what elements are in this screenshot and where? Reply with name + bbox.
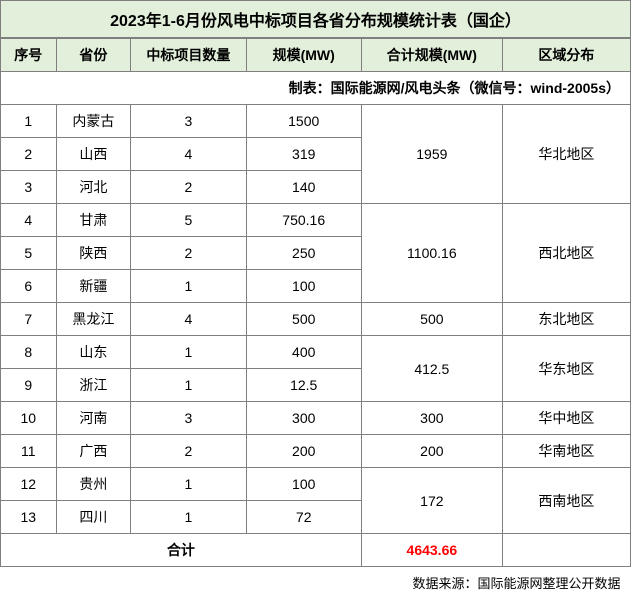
cell-scale: 300 bbox=[246, 402, 361, 435]
cell-scale: 200 bbox=[246, 435, 361, 468]
cell-scale: 1500 bbox=[246, 105, 361, 138]
cell-region: 华中地区 bbox=[502, 402, 630, 435]
cell-province: 黑龙江 bbox=[56, 303, 131, 336]
stats-table: 序号 省份 中标项目数量 规模(MW) 合计规模(MW) 区域分布 制表：国际能… bbox=[0, 38, 631, 598]
header-province: 省份 bbox=[56, 39, 131, 72]
cell-total-scale: 300 bbox=[361, 402, 502, 435]
cell-region: 东北地区 bbox=[502, 303, 630, 336]
header-total-scale: 合计规模(MW) bbox=[361, 39, 502, 72]
cell-scale: 140 bbox=[246, 171, 361, 204]
total-row: 合计4643.66 bbox=[1, 534, 631, 567]
cell-province: 山西 bbox=[56, 138, 131, 171]
cell-total-scale: 412.5 bbox=[361, 336, 502, 402]
cell-seq: 6 bbox=[1, 270, 57, 303]
cell-province: 河南 bbox=[56, 402, 131, 435]
cell-count: 3 bbox=[131, 105, 246, 138]
cell-seq: 11 bbox=[1, 435, 57, 468]
cell-total-scale: 1959 bbox=[361, 105, 502, 204]
cell-count: 4 bbox=[131, 138, 246, 171]
cell-count: 1 bbox=[131, 369, 246, 402]
table-row: 4甘肃5750.161100.16西北地区 bbox=[1, 204, 631, 237]
cell-scale: 100 bbox=[246, 468, 361, 501]
cell-seq: 4 bbox=[1, 204, 57, 237]
cell-province: 山东 bbox=[56, 336, 131, 369]
cell-scale: 250 bbox=[246, 237, 361, 270]
cell-region: 华北地区 bbox=[502, 105, 630, 204]
cell-seq: 2 bbox=[1, 138, 57, 171]
cell-seq: 13 bbox=[1, 501, 57, 534]
cell-count: 2 bbox=[131, 237, 246, 270]
table-row: 12贵州1100172西南地区 bbox=[1, 468, 631, 501]
cell-province: 新疆 bbox=[56, 270, 131, 303]
cell-scale: 500 bbox=[246, 303, 361, 336]
cell-province: 贵州 bbox=[56, 468, 131, 501]
cell-seq: 1 bbox=[1, 105, 57, 138]
cell-scale: 12.5 bbox=[246, 369, 361, 402]
cell-count: 1 bbox=[131, 336, 246, 369]
total-empty bbox=[502, 534, 630, 567]
total-value: 4643.66 bbox=[361, 534, 502, 567]
cell-count: 3 bbox=[131, 402, 246, 435]
total-label: 合计 bbox=[1, 534, 362, 567]
cell-seq: 8 bbox=[1, 336, 57, 369]
cell-count: 5 bbox=[131, 204, 246, 237]
cell-total-scale: 200 bbox=[361, 435, 502, 468]
cell-region: 华东地区 bbox=[502, 336, 630, 402]
table-row: 7黑龙江4500500东北地区 bbox=[1, 303, 631, 336]
cell-count: 1 bbox=[131, 270, 246, 303]
cell-total-scale: 1100.16 bbox=[361, 204, 502, 303]
cell-count: 2 bbox=[131, 171, 246, 204]
table-row: 1内蒙古315001959华北地区 bbox=[1, 105, 631, 138]
cell-total-scale: 500 bbox=[361, 303, 502, 336]
cell-province: 甘肃 bbox=[56, 204, 131, 237]
cell-count: 1 bbox=[131, 468, 246, 501]
cell-province: 广西 bbox=[56, 435, 131, 468]
cell-seq: 5 bbox=[1, 237, 57, 270]
cell-scale: 319 bbox=[246, 138, 361, 171]
table-row: 11广西2200200华南地区 bbox=[1, 435, 631, 468]
subtitle-row: 制表：国际能源网/风电头条（微信号：wind-2005s） bbox=[1, 72, 631, 105]
header-region: 区域分布 bbox=[502, 39, 630, 72]
cell-province: 四川 bbox=[56, 501, 131, 534]
table-row: 10河南3300300华中地区 bbox=[1, 402, 631, 435]
table-title: 2023年1-6月份风电中标项目各省分布规模统计表（国企） bbox=[0, 0, 631, 38]
cell-total-scale: 172 bbox=[361, 468, 502, 534]
cell-seq: 9 bbox=[1, 369, 57, 402]
cell-scale: 72 bbox=[246, 501, 361, 534]
cell-province: 内蒙古 bbox=[56, 105, 131, 138]
cell-seq: 12 bbox=[1, 468, 57, 501]
cell-province: 河北 bbox=[56, 171, 131, 204]
cell-region: 西北地区 bbox=[502, 204, 630, 303]
cell-region: 西南地区 bbox=[502, 468, 630, 534]
cell-count: 2 bbox=[131, 435, 246, 468]
header-scale: 规模(MW) bbox=[246, 39, 361, 72]
footer-text: 数据来源：国际能源网整理公开数据 bbox=[1, 567, 631, 598]
cell-region: 华南地区 bbox=[502, 435, 630, 468]
cell-seq: 7 bbox=[1, 303, 57, 336]
header-row: 序号 省份 中标项目数量 规模(MW) 合计规模(MW) 区域分布 bbox=[1, 39, 631, 72]
footer-row: 数据来源：国际能源网整理公开数据 bbox=[1, 567, 631, 598]
table-row: 8山东1400412.5华东地区 bbox=[1, 336, 631, 369]
cell-province: 陕西 bbox=[56, 237, 131, 270]
header-seq: 序号 bbox=[1, 39, 57, 72]
cell-count: 4 bbox=[131, 303, 246, 336]
cell-scale: 100 bbox=[246, 270, 361, 303]
cell-province: 浙江 bbox=[56, 369, 131, 402]
cell-seq: 10 bbox=[1, 402, 57, 435]
cell-seq: 3 bbox=[1, 171, 57, 204]
cell-scale: 750.16 bbox=[246, 204, 361, 237]
subtitle-text: 制表：国际能源网/风电头条（微信号：wind-2005s） bbox=[1, 72, 631, 105]
header-count: 中标项目数量 bbox=[131, 39, 246, 72]
cell-scale: 400 bbox=[246, 336, 361, 369]
cell-count: 1 bbox=[131, 501, 246, 534]
